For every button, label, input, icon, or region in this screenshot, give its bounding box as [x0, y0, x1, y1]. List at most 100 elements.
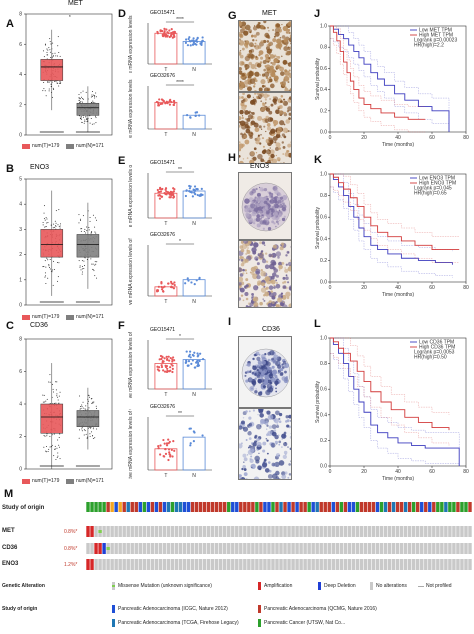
data-point	[172, 103, 176, 107]
stain-speck	[244, 63, 250, 70]
stain-speck	[287, 266, 291, 272]
legend-study-utsw: Pancreatic Cancer (UTSW, Nat Co...	[264, 620, 346, 626]
stain-speck	[254, 436, 257, 439]
study-cell	[194, 502, 199, 512]
data-point	[189, 190, 192, 194]
alteration-cell	[407, 526, 412, 537]
study-origin-legend-label: Study of origin	[2, 606, 38, 612]
data-point	[48, 90, 50, 92]
study-cell	[407, 502, 412, 512]
data-point	[193, 185, 197, 188]
data-point	[54, 226, 56, 228]
stain-speck	[272, 369, 278, 374]
stain-speck	[280, 292, 284, 295]
data-point	[187, 37, 190, 41]
alteration-cell	[202, 543, 207, 554]
stain-speck	[267, 414, 274, 420]
stain-speck	[263, 244, 266, 246]
data-point	[52, 269, 54, 271]
data-point	[172, 100, 176, 103]
stain-speck	[287, 106, 291, 112]
data-point	[167, 438, 170, 441]
mean-bar	[154, 286, 178, 297]
alteration-cell	[162, 526, 167, 537]
stain-speck	[262, 189, 265, 192]
stain-speck	[283, 111, 287, 115]
study-cell	[134, 502, 138, 512]
data-point	[173, 101, 176, 105]
stain-speck	[255, 258, 259, 261]
stain-speck	[268, 469, 272, 473]
study-cell	[363, 502, 368, 512]
stain-speck	[273, 75, 279, 81]
alteration-cell	[291, 559, 295, 570]
stain-speck	[239, 70, 243, 75]
stain-speck	[280, 100, 283, 103]
stain-speck	[288, 414, 291, 419]
stain-speck	[259, 413, 264, 418]
stain-speck	[275, 154, 278, 157]
plot-frame	[25, 338, 113, 470]
data-point	[49, 446, 51, 448]
y-axis-label: Relative mRNA expression levels of MET	[128, 78, 134, 138]
data-point	[48, 267, 50, 269]
study-cell	[223, 502, 227, 512]
data-point	[78, 97, 80, 99]
stain-speck	[244, 258, 249, 263]
y-tick-label: 0.8	[320, 45, 327, 51]
stain-speck	[276, 64, 281, 69]
data-point	[59, 55, 61, 57]
data-point	[96, 428, 98, 430]
data-point	[43, 434, 45, 436]
alteration-cell	[347, 526, 352, 537]
stain-speck	[288, 89, 291, 91]
data-point	[162, 286, 165, 289]
stain-speck	[245, 410, 248, 413]
study-cell	[395, 502, 400, 512]
data-point	[81, 260, 83, 262]
data-point	[84, 228, 86, 230]
study-cell	[110, 502, 114, 512]
stain-speck	[260, 100, 263, 103]
alteration-cell	[367, 559, 372, 570]
data-point	[195, 40, 199, 43]
stain-speck	[277, 297, 283, 303]
data-point	[193, 283, 196, 286]
panel-label-e: E	[118, 155, 126, 167]
data-point	[55, 448, 57, 450]
y-tick-label: 0.4	[320, 412, 327, 418]
alteration-cell	[190, 543, 195, 554]
stain-speck	[278, 147, 281, 150]
stain-speck	[239, 425, 243, 430]
panel-g-gene-title: MET	[262, 10, 277, 17]
data-point	[195, 38, 198, 41]
data-point	[49, 41, 51, 43]
data-point	[188, 187, 191, 190]
tumor-box	[40, 403, 64, 434]
data-point	[197, 364, 201, 367]
data-point	[89, 220, 91, 222]
data-point	[168, 196, 171, 199]
legend-swatch-deep-deletion	[318, 582, 321, 590]
stain-speck	[245, 297, 249, 301]
stain-speck	[239, 109, 244, 115]
data-point	[83, 260, 85, 262]
alteration-cell	[416, 543, 420, 554]
data-point	[42, 224, 44, 226]
data-point	[92, 214, 94, 216]
data-point	[88, 407, 90, 409]
stain-speck	[286, 110, 290, 113]
stain-speck	[259, 252, 262, 255]
stain-speck	[284, 87, 289, 91]
data-point	[190, 362, 193, 365]
stain-speck	[241, 116, 244, 120]
stain-speck	[239, 40, 245, 46]
data-point	[78, 100, 80, 102]
data-point	[189, 116, 192, 119]
data-point	[46, 435, 48, 437]
data-point	[91, 435, 93, 437]
data-point	[50, 56, 52, 58]
alteration-cell	[102, 543, 106, 554]
stain-speck	[260, 287, 267, 293]
